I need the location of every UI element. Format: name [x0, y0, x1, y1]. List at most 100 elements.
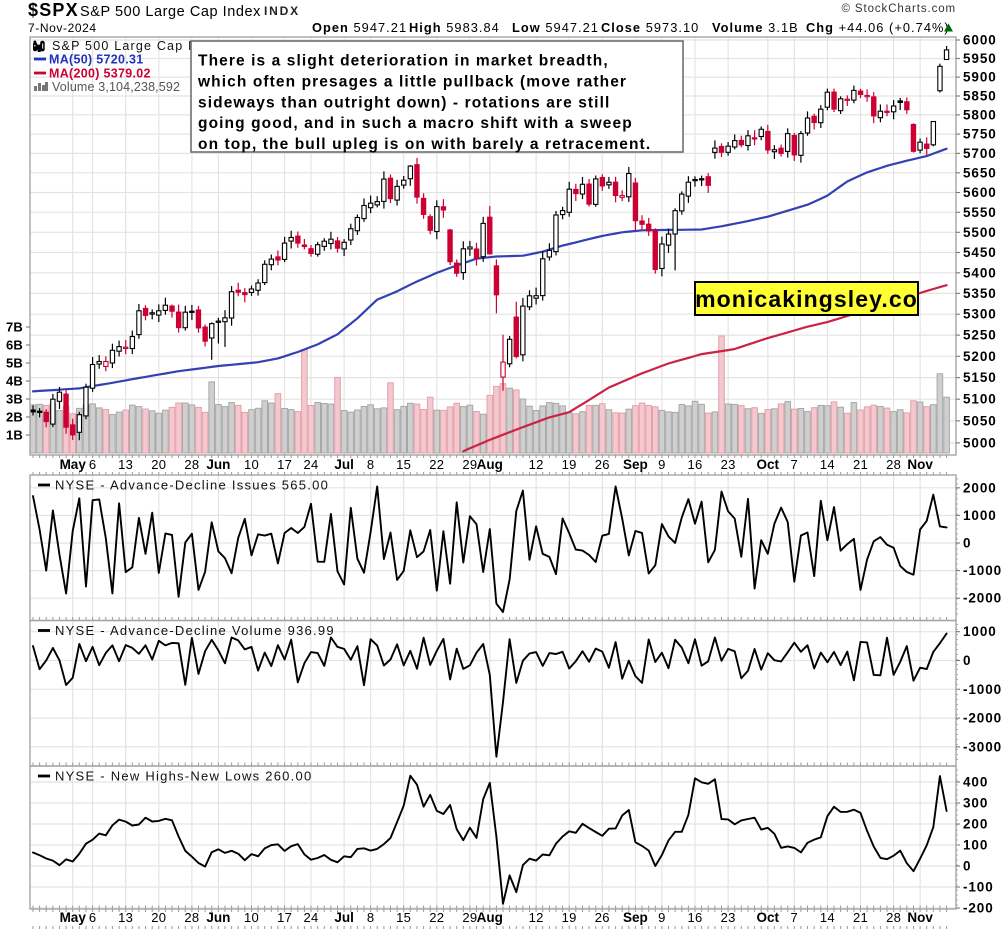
svg-text:NYSE - Advance-Decline Issues: NYSE - Advance-Decline Issues 565.00 [55, 478, 329, 493]
svg-text:Jun: Jun [206, 457, 230, 472]
svg-text:13: 13 [118, 457, 133, 472]
svg-text:Oct: Oct [757, 910, 780, 925]
svg-text:1000: 1000 [963, 624, 997, 639]
svg-text:MA(200) 5379.02: MA(200) 5379.02 [49, 67, 151, 81]
svg-text:INDX: INDX [264, 4, 300, 18]
svg-text:0: 0 [963, 536, 971, 551]
svg-text:5050: 5050 [963, 413, 997, 428]
svg-text:5B: 5B [6, 356, 23, 371]
svg-text:7: 7 [791, 457, 799, 472]
svg-text:NYSE - Advance-Decline Volume: NYSE - Advance-Decline Volume 936.99 [55, 623, 335, 638]
svg-text:13: 13 [118, 910, 133, 925]
svg-text:8: 8 [367, 910, 375, 925]
svg-text:Close 5973.10: Close 5973.10 [601, 20, 699, 35]
svg-text:28: 28 [886, 457, 901, 472]
svg-text:5950: 5950 [963, 51, 997, 66]
svg-text:on top, the bull upleg is on w: on top, the bull upleg is on with barely… [198, 136, 651, 153]
svg-text:2000: 2000 [963, 480, 997, 495]
svg-text:7-Nov-2024: 7-Nov-2024 [28, 21, 97, 35]
svg-text:10: 10 [244, 457, 259, 472]
svg-text:Chg +44.06 (+0.74%): Chg +44.06 (+0.74%) [806, 20, 950, 35]
svg-text:Open 5947.21: Open 5947.21 [312, 20, 407, 35]
svg-text:5000: 5000 [963, 435, 997, 450]
svg-text:Low 5947.21: Low 5947.21 [512, 20, 599, 35]
svg-text:6000: 6000 [963, 33, 997, 48]
svg-text:-200: -200 [963, 901, 994, 916]
svg-text:-1000: -1000 [963, 682, 1002, 697]
svg-text:23: 23 [721, 457, 736, 472]
svg-text:Sep: Sep [623, 457, 648, 472]
svg-text:NYSE - New Highs-New Lows 260.: NYSE - New Highs-New Lows 260.00 [55, 769, 312, 784]
svg-text:28: 28 [184, 910, 199, 925]
svg-text:going good, and in such a macr: going good, and in such a macro shift wi… [198, 115, 633, 132]
svg-text:5800: 5800 [963, 107, 997, 122]
svg-text:26: 26 [595, 910, 610, 925]
svg-text:-2000: -2000 [963, 591, 1002, 606]
svg-text:5350: 5350 [963, 286, 997, 301]
svg-text:6: 6 [89, 457, 97, 472]
svg-text:15: 15 [396, 457, 411, 472]
svg-text:May: May [60, 457, 87, 472]
svg-text:19: 19 [562, 457, 577, 472]
svg-text:Jul: Jul [334, 910, 354, 925]
svg-text:5450: 5450 [963, 245, 997, 260]
svg-text:Volume 3,104,238,592: Volume 3,104,238,592 [52, 80, 180, 94]
svg-text:0: 0 [963, 653, 971, 668]
svg-text:which often presages a little: which often presages a little pullback (… [197, 73, 627, 90]
svg-text:5650: 5650 [963, 165, 997, 180]
svg-text:Aug: Aug [477, 910, 503, 925]
svg-text:1000: 1000 [963, 508, 997, 523]
svg-text:Aug: Aug [477, 457, 503, 472]
svg-text:sideways than outright down) -: sideways than outright down) - rotations… [198, 94, 610, 111]
svg-text:Jun: Jun [206, 910, 230, 925]
svg-text:17: 17 [277, 457, 292, 472]
svg-text:300: 300 [963, 796, 988, 811]
svg-text:5600: 5600 [963, 185, 997, 200]
svg-text:16: 16 [687, 910, 702, 925]
svg-text:9: 9 [658, 457, 666, 472]
svg-text:5250: 5250 [963, 328, 997, 343]
svg-text:19: 19 [562, 910, 577, 925]
svg-text:8: 8 [367, 457, 375, 472]
svg-text:100: 100 [963, 838, 988, 853]
svg-text:22: 22 [429, 910, 444, 925]
svg-text:4B: 4B [6, 374, 23, 389]
svg-text:-1000: -1000 [963, 563, 1002, 578]
svg-text:5900: 5900 [963, 70, 997, 85]
svg-text:5500: 5500 [963, 225, 997, 240]
svg-text:28: 28 [184, 457, 199, 472]
svg-text:200: 200 [963, 817, 988, 832]
svg-text:21: 21 [853, 457, 868, 472]
svg-text:© StockCharts.com: © StockCharts.com [841, 3, 956, 15]
svg-text:Jul: Jul [334, 457, 354, 472]
svg-text:7B: 7B [6, 320, 23, 335]
svg-text:-100: -100 [963, 880, 994, 895]
svg-text:3B: 3B [6, 392, 23, 407]
svg-text:MA(50) 5720.31: MA(50) 5720.31 [49, 53, 144, 67]
svg-text:23: 23 [721, 910, 736, 925]
svg-text:5200: 5200 [963, 349, 997, 364]
svg-text:26: 26 [595, 457, 610, 472]
svg-text:5750: 5750 [963, 127, 997, 142]
svg-text:Nov: Nov [907, 457, 933, 472]
svg-text:9: 9 [658, 910, 666, 925]
svg-text:10: 10 [244, 910, 259, 925]
svg-text:5400: 5400 [963, 265, 997, 280]
svg-text:24: 24 [303, 910, 318, 925]
svg-text:20: 20 [151, 457, 166, 472]
svg-text:0: 0 [963, 859, 971, 874]
svg-text:Sep: Sep [623, 910, 648, 925]
svg-text:5700: 5700 [963, 146, 997, 161]
svg-text:14: 14 [820, 457, 835, 472]
svg-text:5300: 5300 [963, 307, 997, 322]
svg-text:5150: 5150 [963, 370, 997, 385]
svg-text:28: 28 [886, 910, 901, 925]
svg-text:29: 29 [462, 910, 477, 925]
svg-text:7: 7 [791, 910, 799, 925]
svg-text:5550: 5550 [963, 205, 997, 220]
svg-text:15: 15 [396, 910, 411, 925]
svg-text:Nov: Nov [907, 910, 933, 925]
svg-text:High 5983.84: High 5983.84 [409, 20, 500, 35]
svg-text:14: 14 [820, 910, 835, 925]
svg-text:-2000: -2000 [963, 711, 1002, 726]
